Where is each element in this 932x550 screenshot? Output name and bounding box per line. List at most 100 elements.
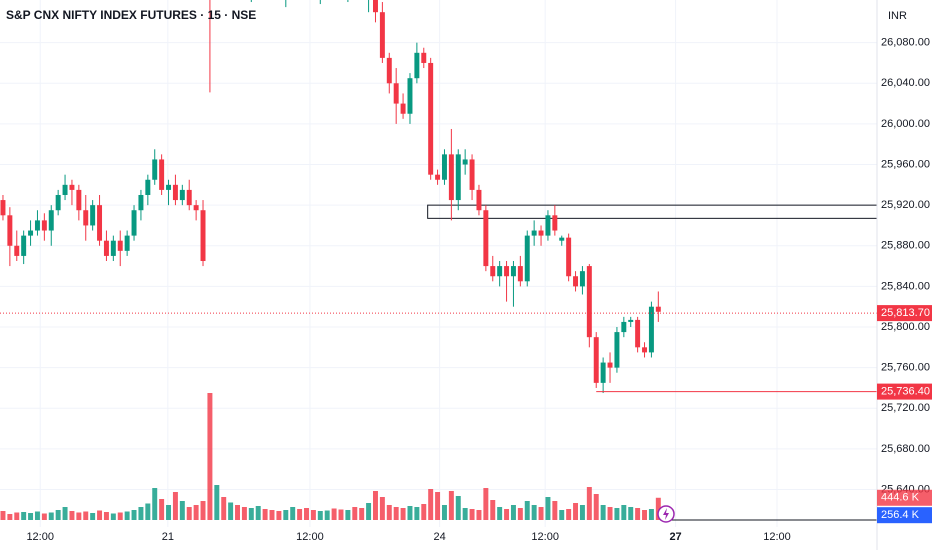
y-tick-label: 25,960.00 [881, 158, 930, 170]
x-tick-label: 21 [162, 531, 174, 543]
volume-bar [435, 492, 441, 520]
candle-body [97, 205, 103, 241]
volume-bar [255, 506, 261, 520]
candle-body [566, 237, 572, 277]
candle-body [76, 189, 82, 211]
candle-body [648, 306, 654, 353]
candle-body [469, 159, 475, 190]
volume-bar [345, 510, 351, 520]
candle-body [393, 83, 399, 104]
volume-label: 444.6 K [881, 492, 920, 504]
volume-bar [483, 488, 489, 520]
volume-bar [517, 508, 523, 520]
candle-body [166, 184, 172, 190]
candle-body [186, 189, 192, 206]
candle-body [441, 154, 447, 180]
volume-bar [469, 509, 475, 520]
x-tick-label: 12:00 [763, 531, 791, 543]
candle-body [428, 62, 434, 175]
candle-body [48, 210, 54, 231]
volume-bar [7, 514, 13, 520]
price-pane [0, 0, 877, 394]
candle-body [145, 179, 151, 195]
volume-bar [207, 393, 213, 520]
volume-bar [448, 491, 454, 520]
currency: INR [888, 10, 907, 22]
volume-bar [359, 508, 365, 520]
volume-bar [510, 505, 516, 520]
volume-bar [393, 507, 399, 520]
axes: 25,640.0025,680.0025,720.0025,760.0025,8… [26, 37, 929, 543]
candle-body [103, 240, 109, 256]
volume-bar [428, 489, 434, 520]
candle-body [172, 184, 178, 201]
candle-body [448, 154, 454, 201]
volume-bar [297, 509, 303, 520]
candle-body [490, 266, 496, 277]
volume-bar [400, 508, 406, 520]
volume-bar [166, 505, 172, 520]
volume-bar [69, 511, 75, 520]
candle-body [138, 194, 144, 211]
candle-body [642, 347, 648, 353]
candle-body [386, 57, 392, 84]
candle-body [621, 321, 627, 333]
y-tick-label: 25,800.00 [881, 321, 930, 333]
volume-bar [455, 496, 461, 520]
volume-bar [524, 501, 530, 520]
volume-bar [366, 503, 372, 520]
volume-bar [276, 511, 282, 520]
y-tick-label: 26,000.00 [881, 118, 930, 130]
volume-bar [41, 513, 47, 520]
volume-bar [304, 508, 309, 520]
volume-bar [338, 509, 344, 520]
volume-bar [76, 512, 82, 520]
candle-body [179, 189, 185, 201]
chart-title: S&P CNX NIFTY INDEX FUTURES · 15 · NSE [6, 8, 256, 22]
volume-bar [628, 507, 634, 520]
y-tick-label: 25,680.00 [881, 443, 930, 455]
volume-bar [490, 500, 496, 520]
volume-bar [386, 505, 392, 520]
volume-bar [421, 504, 427, 520]
candle-body [14, 245, 20, 256]
last-price-label: 25,813.70 [881, 307, 930, 319]
candle-body [552, 215, 558, 231]
candle-body [435, 174, 441, 180]
candle-body [635, 319, 641, 348]
candle-body [62, 184, 68, 195]
volume-bar [607, 507, 613, 520]
volume-bar [283, 510, 289, 520]
volume-bar [110, 513, 116, 520]
x-tick-label: 27 [669, 531, 681, 543]
volume-bar [579, 505, 585, 520]
volume-bar [159, 499, 165, 520]
volume-bar [186, 507, 192, 520]
candle-body [28, 230, 34, 236]
volume-bar [62, 507, 68, 520]
volume-bar [331, 508, 337, 520]
candle-body [517, 266, 523, 282]
volume-bar [497, 507, 503, 520]
candle-body [655, 306, 661, 312]
y-tick-label: 25,920.00 [881, 199, 930, 211]
volume-bar [593, 494, 599, 520]
candle-body [573, 276, 579, 287]
volume-bar [214, 485, 220, 520]
volume-bar [262, 509, 268, 520]
volume-bar [21, 512, 27, 520]
volume-bar [545, 497, 551, 520]
candle-body [0, 200, 6, 216]
candle-body [55, 194, 61, 211]
volume-bar [586, 487, 592, 520]
volume-bar [131, 510, 137, 520]
candle-body [414, 52, 420, 79]
zone [427, 204, 877, 219]
x-tick-label: 24 [434, 531, 446, 543]
x-tick-label: 12:00 [296, 531, 324, 543]
candle-body [531, 230, 537, 236]
last-price-badge [877, 305, 932, 322]
x-tick-label: 12:00 [26, 531, 54, 543]
y-tick-label: 25,760.00 [881, 362, 930, 374]
